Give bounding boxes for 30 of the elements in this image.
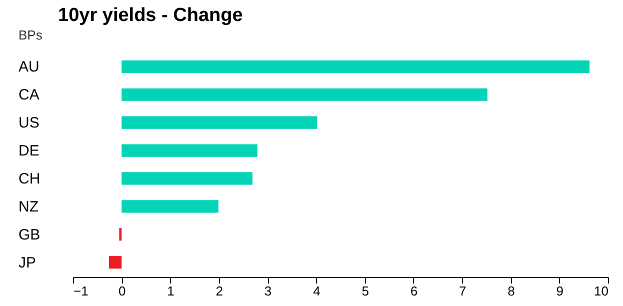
bar [122, 200, 218, 213]
y-tick-label: US [18, 114, 40, 132]
y-tick-label: AU [18, 58, 40, 76]
x-tick-label: 7 [458, 284, 466, 298]
bar [122, 144, 258, 157]
x-tick-label: 1 [167, 284, 174, 298]
x-tick-label: 9 [556, 284, 564, 298]
x-tick-label: 8 [508, 284, 515, 298]
x-tick-label: 3 [264, 284, 272, 298]
bar [122, 60, 590, 73]
y-tick-label: CH [18, 170, 40, 188]
y-tick-label: CA [18, 86, 40, 104]
y-tick-label: DE [18, 142, 40, 160]
x-tick-label: 0 [118, 284, 126, 298]
x-tick-label: 6 [410, 284, 418, 298]
y-tick-label: JP [18, 254, 36, 272]
bar [122, 116, 318, 129]
x-tick-label: 10 [594, 284, 608, 298]
x-tick-label: 2 [216, 284, 224, 298]
y-tick-label: NZ [18, 198, 38, 216]
y-axis-title: BPs [18, 28, 43, 42]
x-tick-label: −1 [74, 284, 88, 298]
y-tick-label: GB [18, 226, 40, 244]
x-tick-label: 5 [362, 284, 369, 298]
x-tick-label: 4 [313, 284, 320, 298]
bar [108, 256, 122, 269]
chart-title: 10yr yields - Change [58, 5, 243, 26]
bar [122, 172, 252, 185]
bar [122, 88, 488, 101]
bar [119, 228, 122, 241]
